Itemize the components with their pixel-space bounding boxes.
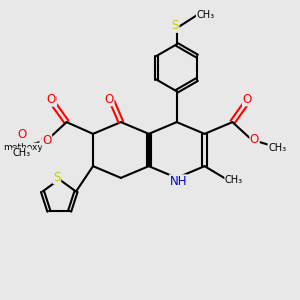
Text: S: S	[172, 19, 179, 32]
Text: O: O	[250, 133, 259, 146]
Text: O: O	[46, 93, 56, 106]
Text: CH₃: CH₃	[12, 148, 30, 158]
Text: CH₃: CH₃	[196, 10, 214, 20]
Text: O: O	[47, 93, 56, 106]
Text: NH: NH	[169, 175, 187, 188]
Text: O: O	[42, 134, 52, 147]
Text: O: O	[17, 128, 26, 141]
Text: O: O	[104, 93, 114, 106]
Text: CH₃: CH₃	[225, 175, 243, 185]
Text: O: O	[40, 133, 49, 146]
Text: CH₃: CH₃	[13, 148, 31, 158]
Text: CH₃: CH₃	[268, 143, 286, 153]
Text: S: S	[53, 170, 61, 184]
Text: O: O	[242, 93, 252, 106]
Text: methoxy: methoxy	[3, 143, 42, 152]
